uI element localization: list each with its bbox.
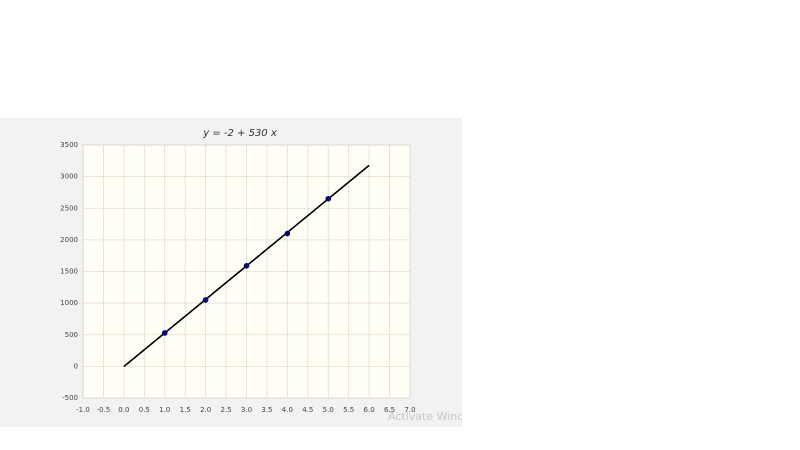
- y-tick-label: -500: [62, 394, 78, 402]
- data-point: [202, 297, 209, 303]
- x-tick-label: -0.5: [97, 406, 111, 414]
- data-point: [325, 195, 332, 202]
- y-tick-label: 0: [74, 362, 78, 370]
- y-tick-label: 2000: [60, 236, 78, 244]
- x-tick-label: 4.0: [282, 406, 293, 414]
- x-tick-label: 1.5: [180, 406, 191, 414]
- y-tick-label: 1000: [60, 299, 78, 307]
- x-tick-label: 3.0: [241, 406, 252, 414]
- x-tick-label: 5.5: [343, 406, 354, 414]
- y-tick-label: 500: [65, 331, 78, 339]
- x-tick-label: 6.5: [384, 406, 395, 414]
- x-tick-label: 2.0: [200, 406, 211, 414]
- watermark: Activate Windows: [388, 410, 486, 423]
- x-tick-label: 1.0: [159, 406, 170, 414]
- chart-title: y = -2 + 530 x: [202, 128, 277, 139]
- data-point: [161, 330, 168, 336]
- y-tick-label: 3500: [60, 141, 78, 149]
- data-point: [284, 230, 291, 237]
- x-tick-label: 6.0: [364, 406, 375, 414]
- data-point: [243, 263, 250, 269]
- y-tick-label: 3000: [60, 173, 78, 181]
- x-tick-label: 0.5: [139, 406, 150, 414]
- x-tick-label: 7.0: [404, 406, 415, 414]
- y-tick-label: 2500: [60, 204, 78, 212]
- y-tick-label: 1500: [60, 268, 78, 276]
- x-tick-label: 2.5: [220, 406, 231, 414]
- x-tick-label: 4.5: [302, 406, 313, 414]
- x-tick-label: 0.0: [118, 406, 129, 414]
- x-tick-label: -1.0: [76, 406, 90, 414]
- x-tick-label: 3.5: [261, 406, 272, 414]
- x-tick-label: 5.0: [323, 406, 334, 414]
